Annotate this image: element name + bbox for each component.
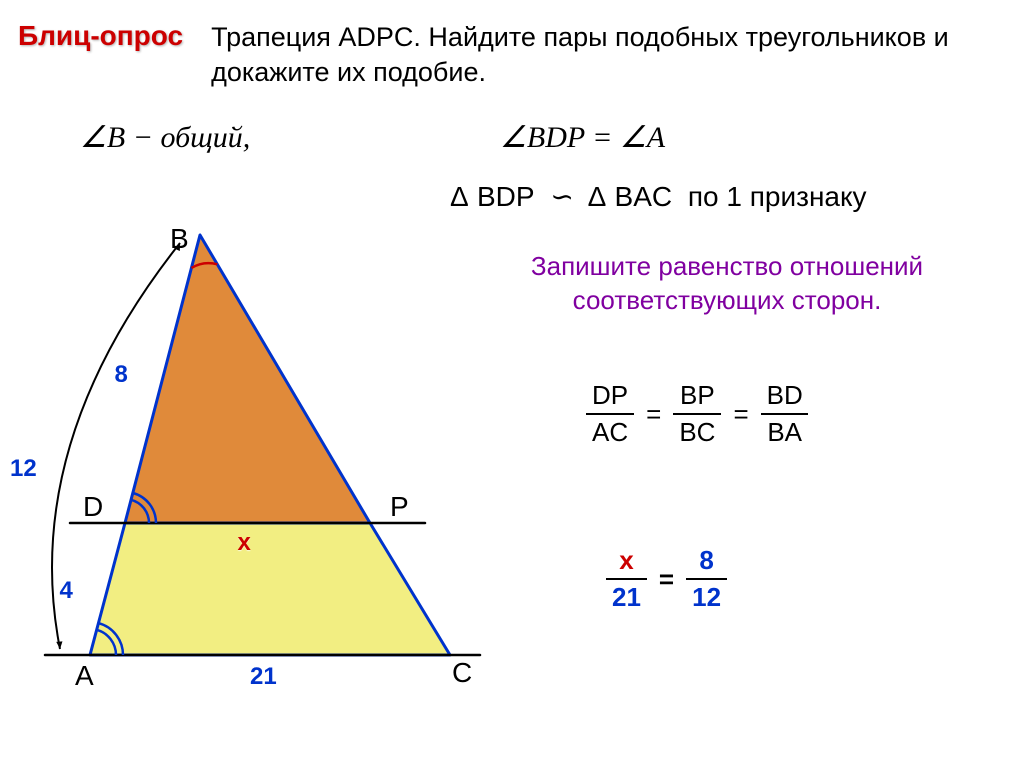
vertex-label-a: A — [75, 660, 94, 692]
ratio-equation: DPAC = BPBC = BDBA — [580, 380, 815, 448]
vertex-label-c: C — [452, 657, 472, 689]
vertex-label-b: B — [170, 223, 189, 255]
equation-angle-bdp: ∠BDP = ∠A — [500, 120, 665, 155]
vertex-label-d: D — [83, 491, 103, 523]
side-length-da: 4 — [60, 577, 73, 605]
similarity-statement: Δ BDP ∽ Δ BAC по 1 признаку — [450, 180, 867, 213]
equation-common-angle: ∠B − общий, — [80, 120, 250, 155]
side-length-x: x — [238, 529, 251, 557]
diagram-svg — [10, 225, 490, 695]
vertex-label-p: P — [390, 491, 409, 523]
side-length-ac: 21 — [250, 663, 277, 691]
blitz-title: Блиц-опрос — [18, 20, 183, 52]
side-length-bd: 8 — [115, 361, 128, 389]
solve-equation: x 21 = 8 12 — [600, 545, 733, 613]
problem-text: Трапеция ADPC. Найдите пары подобных тре… — [211, 20, 1004, 90]
geometry-diagram: A B C D P 8 4 12 21 x — [10, 225, 490, 695]
side-length-ba: 12 — [10, 455, 37, 483]
instruction-text: Запишите равенство отношений соответству… — [450, 250, 1004, 318]
